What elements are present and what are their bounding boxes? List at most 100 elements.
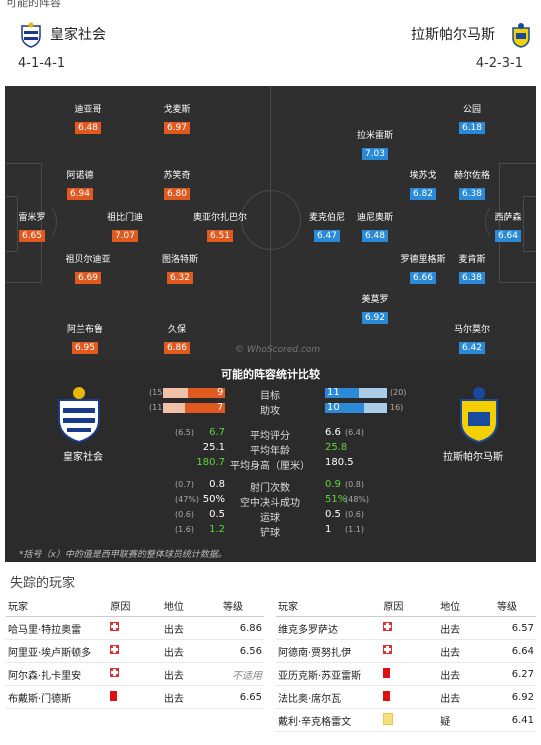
player-rating: 7.03 bbox=[361, 148, 389, 160]
stat-label: 平均身高（厘米） bbox=[230, 461, 310, 472]
player-name: 戈麦斯 bbox=[163, 105, 191, 115]
away-missing-table: 玩家 原因 地位 等级 维克多罗萨达 出去 6.57 阿德南·贾努扎伊 出去 6.64 亚历… bbox=[276, 594, 536, 732]
missing-player-name[interactable]: 戴利·辛克格雷文 bbox=[276, 708, 382, 732]
injury-icon bbox=[383, 645, 393, 654]
away-player[interactable]: 麦克伯尼 6.47 bbox=[292, 210, 362, 242]
player-name: 麦肯斯 bbox=[458, 255, 486, 265]
missing-cause-cell bbox=[381, 639, 439, 663]
missing-player-row[interactable]: 亚历克斯·苏亚雷斯 出去 6.27 bbox=[276, 662, 536, 686]
missing-player-row[interactable]: 布戴斯·门德斯 出去 6.65 bbox=[6, 685, 264, 709]
stat-label: 运球 bbox=[260, 513, 280, 524]
missing-player-row[interactable]: 阿里亚·埃卢斯顿多 出去 6.56 bbox=[6, 639, 264, 663]
home-league-value: (6.5) bbox=[175, 428, 194, 437]
home-player[interactable]: 戈麦斯 6.97 bbox=[142, 102, 212, 134]
missing-status: 疑 bbox=[438, 708, 496, 732]
away-assists-value: 10 bbox=[327, 402, 340, 413]
away-player[interactable]: 马尔莫尔 6.42 bbox=[437, 322, 507, 354]
home-player[interactable]: 苏笑奇 6.80 bbox=[142, 168, 212, 200]
missing-player-row[interactable]: 阿德南·贾努扎伊 出去 6.64 bbox=[276, 639, 536, 663]
missing-grade: 6.65 bbox=[221, 685, 264, 709]
missing-player-name[interactable]: 法比奥·席尔瓦 bbox=[276, 685, 382, 709]
away-goals-value: 11 bbox=[327, 387, 340, 398]
home-player[interactable]: 阿诺德 6.94 bbox=[45, 168, 115, 200]
player-name: 迪亚哥 bbox=[74, 105, 102, 115]
home-goal-box bbox=[5, 196, 18, 252]
home-league-value: (0.6) bbox=[175, 510, 194, 519]
player-name: 奥亚尔扎巴尔 bbox=[192, 213, 247, 223]
away-team-name[interactable]: 拉斯帕尔马斯 bbox=[411, 27, 495, 43]
home-stat-value: 0.8 bbox=[209, 479, 225, 490]
away-player[interactable]: 迪尼奥斯 6.48 bbox=[340, 210, 410, 242]
missing-player-row[interactable]: 哈马里·特拉奥雷 出去 6.86 bbox=[6, 616, 264, 640]
player-rating: 6.48 bbox=[361, 230, 389, 242]
away-player[interactable]: 麦肯斯 6.38 bbox=[437, 252, 507, 284]
home-league-value: (1.6) bbox=[175, 525, 194, 534]
player-name: 阿兰布鲁 bbox=[66, 325, 103, 335]
player-rating: 7.07 bbox=[111, 230, 139, 242]
home-player[interactable]: 迪亚哥 6.48 bbox=[53, 102, 123, 134]
away-player[interactable]: 美莫罗 6.92 bbox=[340, 292, 410, 324]
doubtful-icon bbox=[383, 712, 394, 725]
home-player[interactable]: 祖贝尔迪亚 6.69 bbox=[53, 252, 123, 284]
missing-player-row[interactable]: 阿尔森·扎卡里安 出去 不适用 bbox=[6, 662, 264, 686]
home-team-name[interactable]: 皇家社会 bbox=[50, 27, 106, 43]
player-rating: 6.64 bbox=[494, 230, 522, 242]
missing-player-name[interactable]: 布戴斯·门德斯 bbox=[6, 685, 109, 709]
player-rating: 6.38 bbox=[458, 188, 486, 200]
away-penalty-arc bbox=[485, 203, 511, 241]
away-player[interactable]: 赫尔佐格 6.38 bbox=[437, 168, 507, 200]
missing-player-name[interactable]: 亚历克斯·苏亚雷斯 bbox=[276, 662, 382, 686]
player-name: 阿诺德 bbox=[66, 171, 94, 181]
home-player[interactable]: 久保 6.86 bbox=[142, 322, 212, 354]
missing-player-name[interactable]: 阿尔森·扎卡里安 bbox=[6, 662, 109, 686]
missing-player-row[interactable]: 法比奥·席尔瓦 出去 6.92 bbox=[276, 685, 536, 709]
home-player[interactable]: 阿兰布鲁 6.95 bbox=[50, 322, 120, 354]
missing-player-name[interactable]: 维克多罗萨达 bbox=[276, 616, 382, 640]
missing-status: 出去 bbox=[161, 662, 222, 686]
player-rating: 6.80 bbox=[163, 188, 191, 200]
col-grade: 等级 bbox=[221, 594, 264, 617]
home-player[interactable]: 雷米罗 6.65 bbox=[5, 210, 67, 242]
missing-player-name[interactable]: 阿德南·贾努扎伊 bbox=[276, 639, 382, 663]
away-stat-value: 0.9 bbox=[325, 479, 341, 490]
away-player[interactable]: 埃苏戈 6.82 bbox=[388, 168, 458, 200]
stat-label: 平均评分 bbox=[250, 431, 290, 442]
away-league-value: (0.8) bbox=[345, 480, 364, 489]
missing-player-name[interactable]: 阿里亚·埃卢斯顿多 bbox=[6, 639, 109, 663]
injury-icon bbox=[110, 622, 120, 631]
player-rating: 6.66 bbox=[409, 272, 437, 284]
away-league-value: (0.6) bbox=[345, 510, 364, 519]
away-league-value: (48%) bbox=[345, 495, 370, 504]
away-player[interactable]: 公园 6.18 bbox=[437, 102, 507, 134]
home-player[interactable]: 祖比门迪 7.07 bbox=[90, 210, 160, 242]
missing-player-row[interactable]: 戴利·辛克格雷文 疑 6.41 bbox=[276, 708, 536, 732]
player-name: 祖比门迪 bbox=[106, 213, 143, 223]
home-stat-value: 6.7 bbox=[209, 427, 225, 438]
away-player[interactable]: 西萨森 6.64 bbox=[473, 210, 536, 242]
away-player[interactable]: 拉米雷斯 7.03 bbox=[340, 128, 410, 160]
home-league-value: (47%) bbox=[175, 495, 200, 504]
player-rating: 6.92 bbox=[361, 312, 389, 324]
missing-status: 出去 bbox=[161, 639, 222, 663]
home-player[interactable]: 奥亚尔扎巴尔 6.51 bbox=[185, 210, 255, 242]
col-cause: 原因 bbox=[381, 594, 439, 617]
missing-status: 出去 bbox=[438, 685, 496, 709]
home-player[interactable]: 图洛特斯 6.32 bbox=[145, 252, 215, 284]
lineup-comparison-panel: 可能的阵容统计比较 皇家社会 拉斯帕尔马斯 (15 9 目标 11 (20) (… bbox=[5, 360, 536, 562]
injury-icon bbox=[383, 622, 393, 631]
red-card-icon bbox=[110, 690, 118, 701]
formation-pitch: 雷米罗 6.65 祖贝尔迪亚 6.69 祖比门迪 7.07 阿诺德 6.94 迪亚哥 6.… bbox=[5, 86, 536, 360]
home-assists-bar bbox=[185, 403, 225, 413]
away-player[interactable]: 罗德里格斯 6.66 bbox=[388, 252, 458, 284]
missing-player-name[interactable]: 哈马里·特拉奥雷 bbox=[6, 616, 109, 640]
player-rating: 6.18 bbox=[458, 122, 486, 134]
player-rating: 6.32 bbox=[166, 272, 194, 284]
player-name: 久保 bbox=[167, 325, 186, 335]
missing-player-row[interactable]: 维克多罗萨达 出去 6.57 bbox=[276, 616, 536, 640]
missing-grade: 不适用 bbox=[221, 662, 264, 686]
missing-cause-cell bbox=[108, 639, 162, 663]
away-league-value: (1.1) bbox=[345, 525, 364, 534]
away-goals-bar bbox=[325, 388, 359, 398]
missing-cause-cell bbox=[381, 708, 439, 732]
away-crest-icon bbox=[460, 387, 498, 444]
